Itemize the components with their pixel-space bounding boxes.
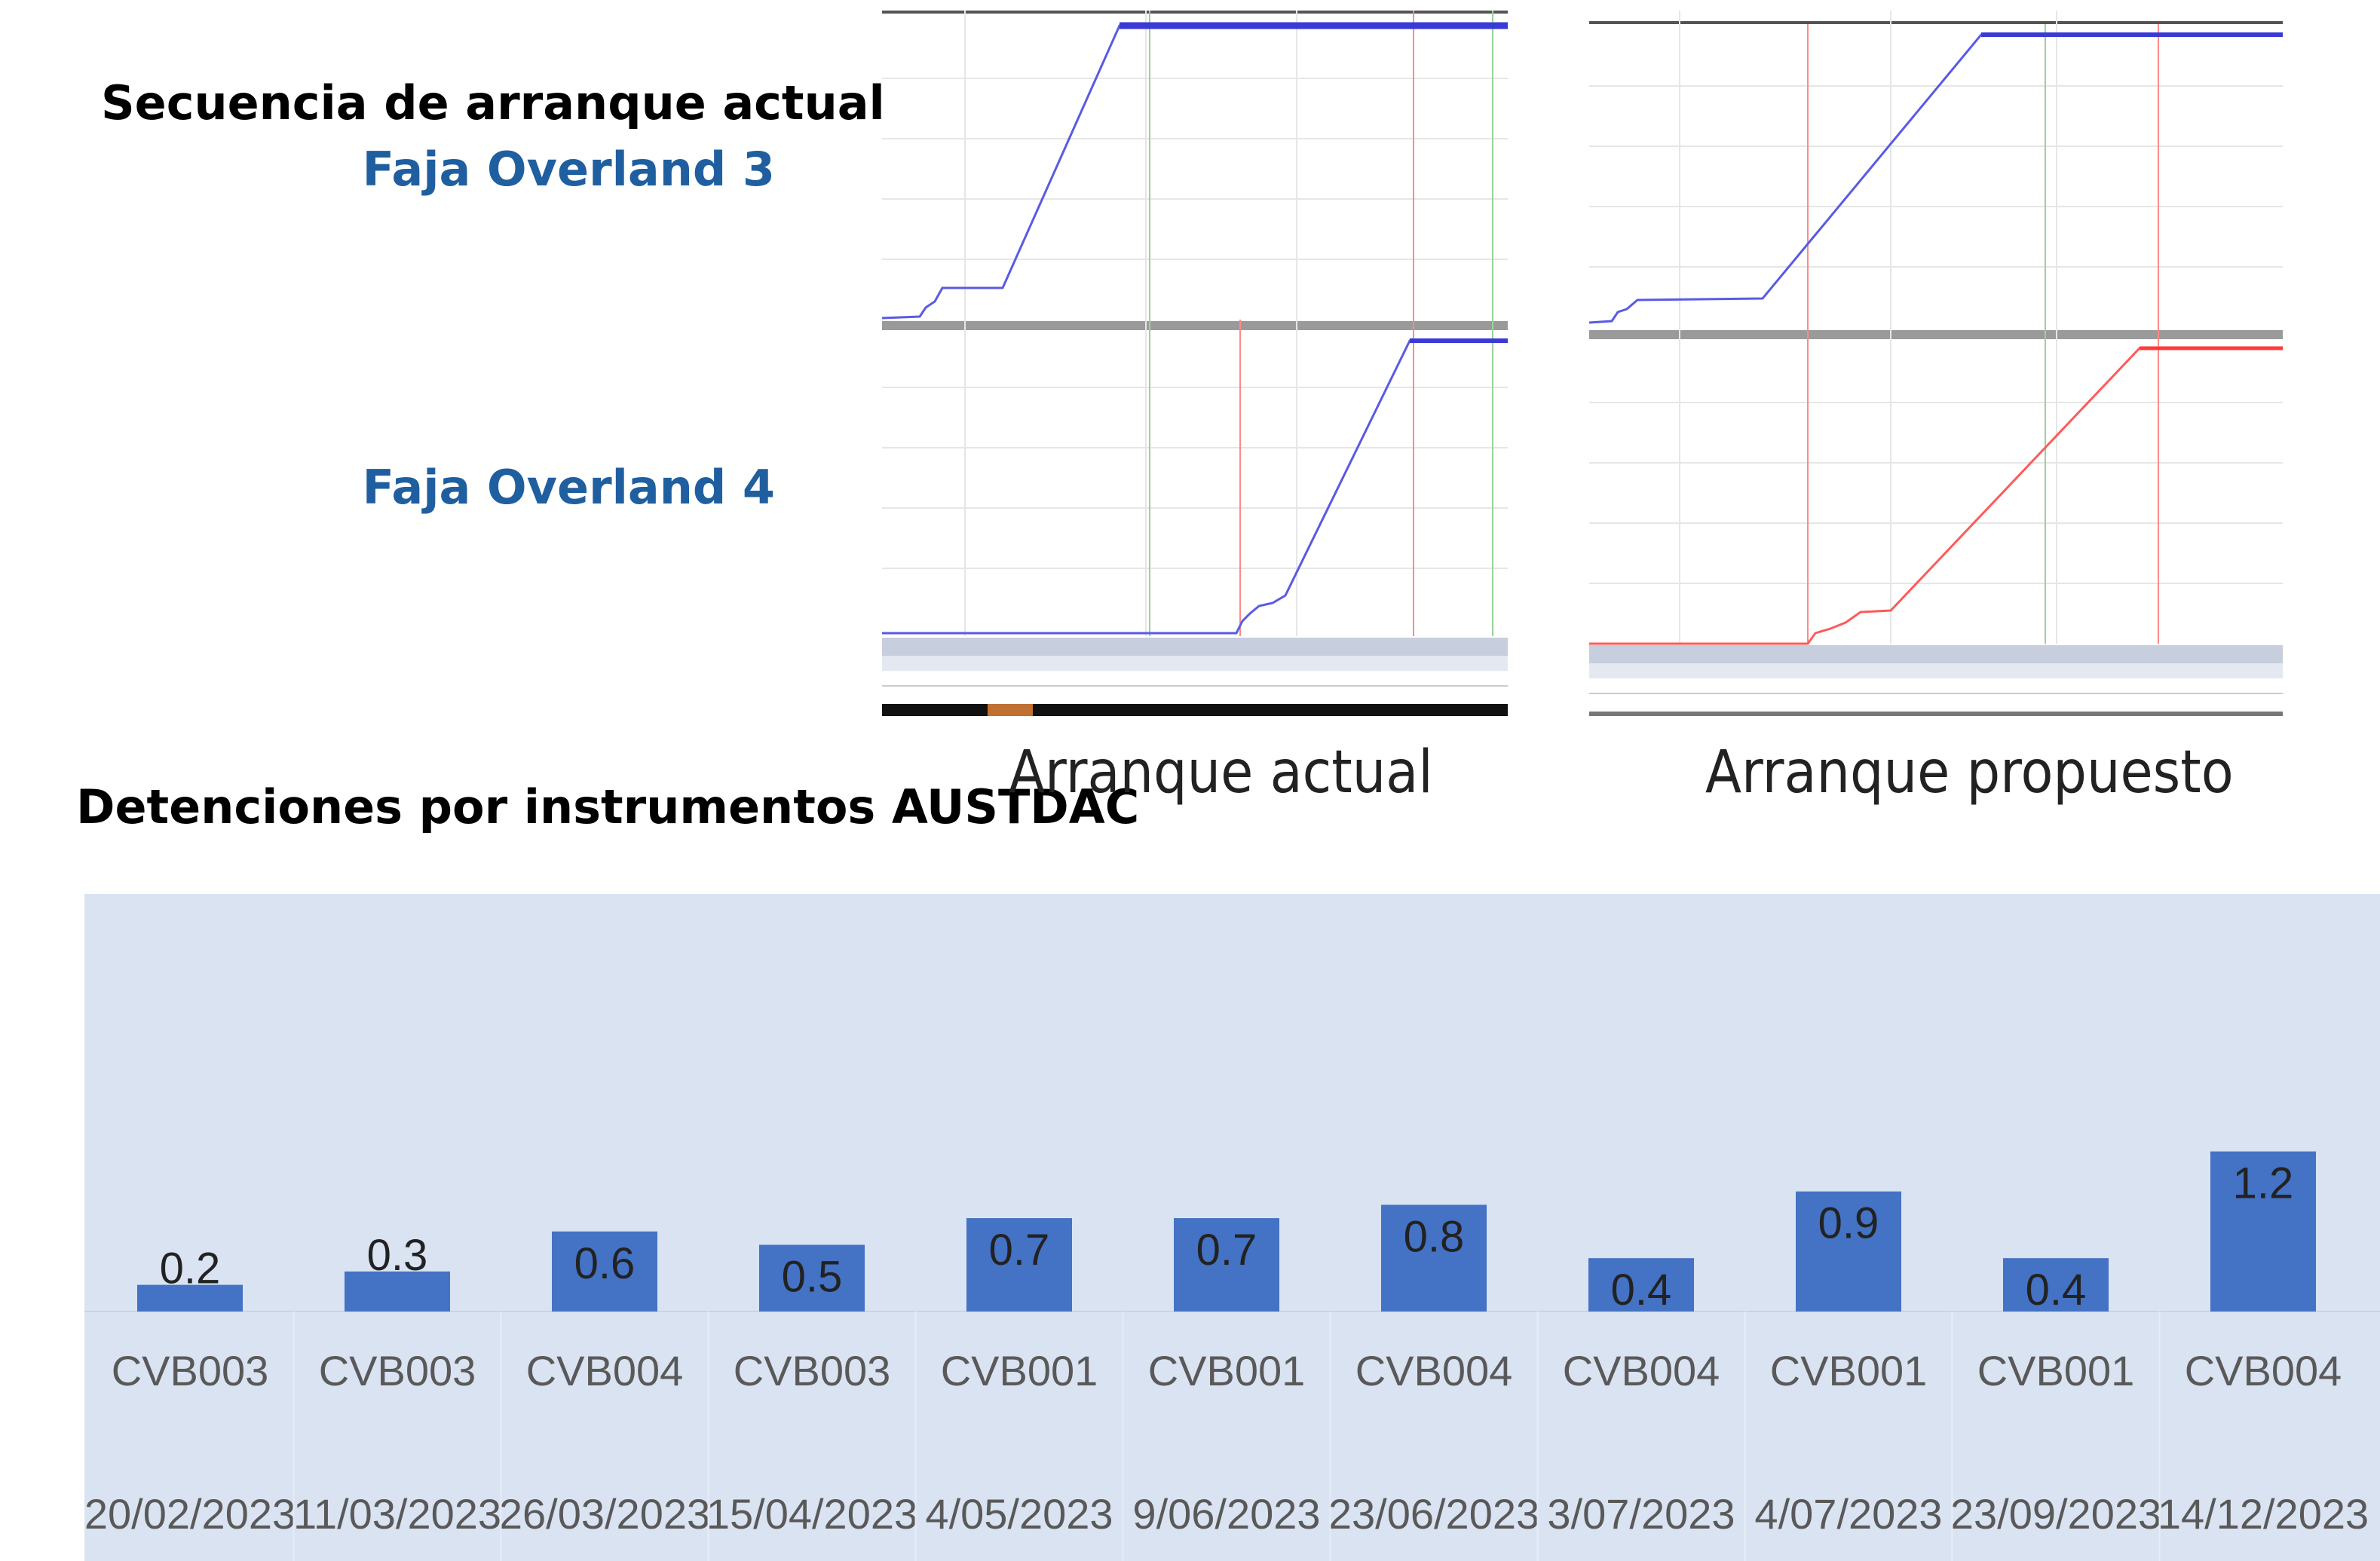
category-label: CVB001 — [1977, 1347, 2135, 1394]
title-detenciones: Detenciones por instrumentos AUSTDAC — [76, 779, 1140, 834]
bar-chart-panel: 0.2 CVB003 20/02/2023 0.3 CVB003 11/03/2023 0.… — [84, 894, 2380, 1561]
bar — [1588, 1258, 1694, 1312]
category-label: CVB004 — [2185, 1347, 2342, 1394]
bar-value-label: 0.3 — [367, 1231, 428, 1280]
bar-value-label: 0.7 — [1196, 1226, 1257, 1275]
bar — [345, 1271, 450, 1312]
trend-screenshot-propuesto — [1589, 11, 2283, 716]
date-label: 11/03/2023 — [293, 1490, 501, 1538]
category-label: CVB001 — [1770, 1347, 1928, 1394]
trend-overland4-line — [1589, 347, 2283, 645]
category-label: CVB001 — [941, 1347, 1098, 1394]
date-label: 4/05/2023 — [925, 1490, 1113, 1538]
category-label: CVB003 — [112, 1347, 269, 1394]
bar — [2003, 1258, 2109, 1312]
bar-value-label: 0.8 — [1404, 1212, 1465, 1261]
category-label: CVB004 — [1563, 1347, 1720, 1394]
bar — [1796, 1191, 1901, 1312]
trend-screenshot-actual — [882, 11, 1508, 716]
category-label: CVB001 — [1148, 1347, 1306, 1394]
bar-value-label: 0.7 — [989, 1226, 1050, 1275]
date-label: 15/04/2023 — [706, 1490, 917, 1538]
bar — [2210, 1151, 2316, 1312]
trend-overland3-line — [882, 24, 1508, 320]
date-label: 3/07/2023 — [1547, 1490, 1735, 1538]
date-label: 26/03/2023 — [499, 1490, 710, 1538]
bar-chart: 0.2 CVB003 20/02/2023 0.3 CVB003 11/03/2023 0.… — [84, 1151, 2380, 1561]
bar-value-label: 0.2 — [160, 1244, 221, 1293]
category-label: CVB004 — [1355, 1347, 1513, 1394]
bar-value-label: 0.5 — [782, 1253, 843, 1302]
label-faja-overland-3: Faja Overland 3 — [362, 142, 775, 197]
bar — [137, 1284, 243, 1312]
bar — [759, 1244, 865, 1312]
label-faja-overland-4: Faja Overland 4 — [362, 460, 775, 515]
bar — [552, 1231, 657, 1312]
date-label: 23/06/2023 — [1328, 1490, 1539, 1538]
caption-arranque-propuesto: Arranque propuesto — [1705, 739, 2234, 807]
bar — [966, 1218, 1072, 1312]
date-label: 14/12/2023 — [2158, 1490, 2369, 1538]
bar-value-label: 0.4 — [2026, 1266, 2087, 1315]
date-label: 23/09/2023 — [1950, 1490, 2161, 1538]
title-secuencia: Secuencia de arranque actual — [101, 75, 885, 130]
bar — [1174, 1218, 1279, 1312]
date-label: 9/06/2023 — [1132, 1490, 1320, 1538]
bar-value-label: 1.2 — [2233, 1159, 2294, 1208]
bar-value-label: 0.9 — [1818, 1199, 1879, 1248]
trend-overland3-line — [1589, 33, 2283, 324]
bar — [1381, 1204, 1487, 1312]
trend-grid — [1589, 11, 2283, 644]
date-label: 4/07/2023 — [1754, 1490, 1942, 1538]
category-label: CVB003 — [734, 1347, 891, 1394]
caption-arranque-actual: Arranque actual — [1009, 739, 1433, 807]
trend-grid — [882, 11, 1508, 636]
trend-overland4-line — [882, 339, 1508, 635]
bar-value-label: 0.4 — [1611, 1266, 1672, 1315]
date-label: 20/02/2023 — [84, 1490, 296, 1538]
category-label: CVB004 — [526, 1347, 684, 1394]
category-label: CVB003 — [319, 1347, 476, 1394]
bar-value-label: 0.6 — [574, 1239, 636, 1288]
